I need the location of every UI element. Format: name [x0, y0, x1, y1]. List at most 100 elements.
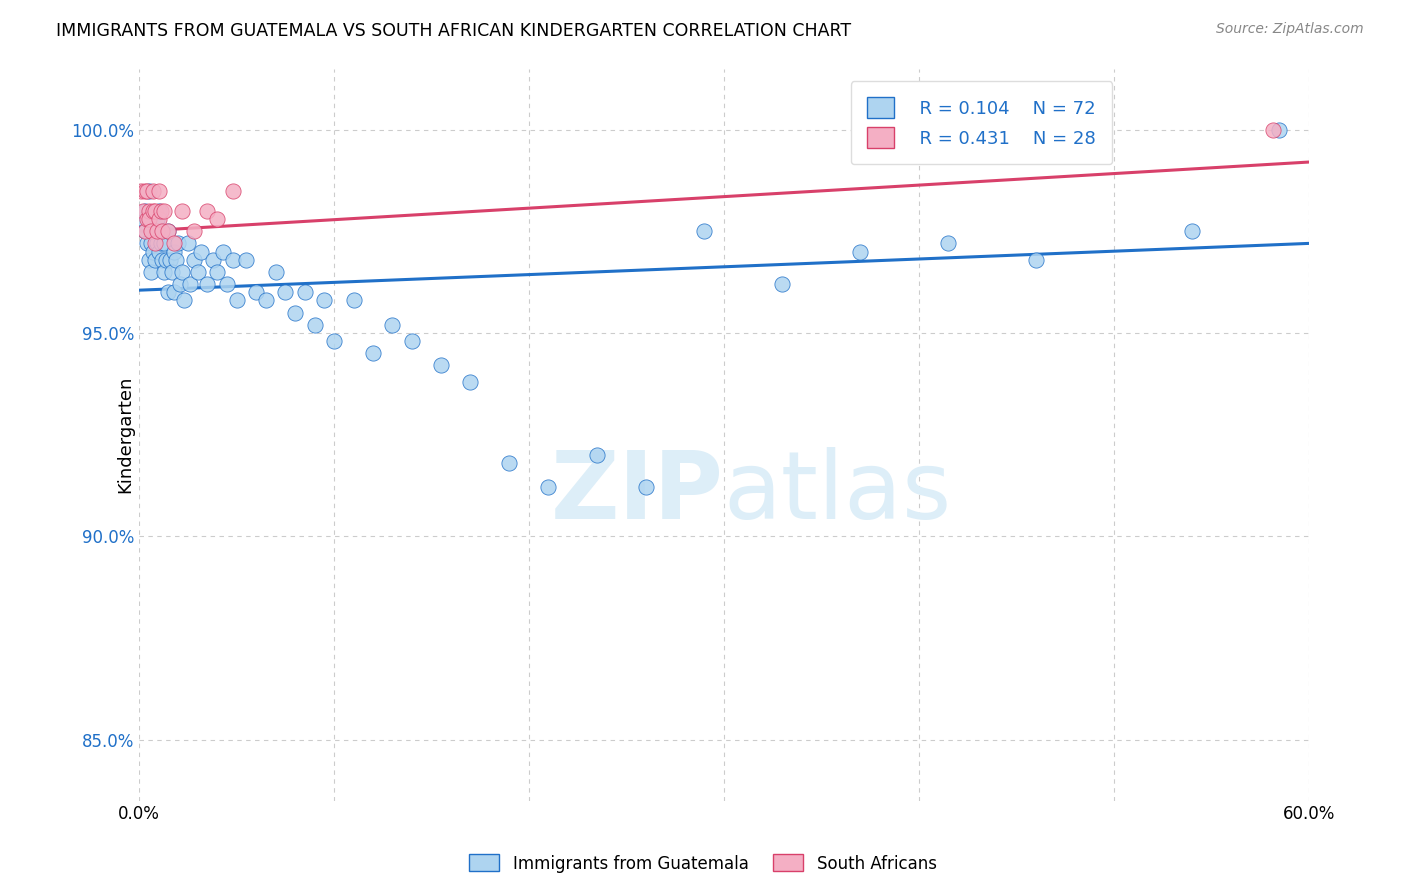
- Point: [183, 252, 205, 267]
- Point: [148, 244, 170, 259]
- Point: [537, 480, 560, 494]
- Point: [155, 252, 177, 267]
- Point: [138, 252, 160, 267]
- Point: [195, 203, 218, 218]
- Point: [361, 346, 384, 360]
- Point: [143, 224, 166, 238]
- Point: [889, 122, 911, 136]
- Point: [142, 244, 165, 259]
- Point: [142, 184, 165, 198]
- Point: [148, 212, 170, 227]
- Legend:   R = 0.104    N = 72,   R = 0.431    N = 28: R = 0.104 N = 72, R = 0.431 N = 28: [851, 81, 1112, 164]
- Point: [314, 293, 336, 308]
- Point: [135, 236, 157, 251]
- Point: [152, 252, 174, 267]
- Point: [264, 265, 287, 279]
- Point: [342, 293, 364, 308]
- Point: [132, 203, 155, 218]
- Point: [323, 334, 346, 348]
- Point: [134, 224, 156, 238]
- Point: [134, 203, 156, 218]
- Text: ZIP: ZIP: [551, 447, 724, 539]
- Point: [143, 203, 166, 218]
- Point: [152, 224, 174, 238]
- Point: [145, 212, 167, 227]
- Point: [173, 293, 195, 308]
- Point: [202, 252, 225, 267]
- Y-axis label: Kindergarten: Kindergarten: [117, 376, 134, 493]
- Point: [430, 359, 453, 373]
- Point: [152, 224, 174, 238]
- Point: [254, 293, 277, 308]
- Point: [157, 224, 180, 238]
- Point: [1263, 122, 1285, 136]
- Point: [153, 236, 176, 251]
- Point: [1268, 122, 1291, 136]
- Point: [159, 252, 181, 267]
- Point: [157, 285, 180, 300]
- Point: [1025, 252, 1047, 267]
- Point: [498, 456, 520, 470]
- Point: [157, 224, 180, 238]
- Point: [145, 224, 167, 238]
- Point: [215, 277, 238, 291]
- Point: [145, 236, 167, 251]
- Point: [129, 184, 152, 198]
- Point: [190, 244, 212, 259]
- Point: [849, 244, 872, 259]
- Point: [162, 265, 184, 279]
- Text: IMMIGRANTS FROM GUATEMALA VS SOUTH AFRICAN KINDERGARTEN CORRELATION CHART: IMMIGRANTS FROM GUATEMALA VS SOUTH AFRIC…: [56, 22, 852, 40]
- Point: [135, 212, 157, 227]
- Text: Source: ZipAtlas.com: Source: ZipAtlas.com: [1216, 22, 1364, 37]
- Point: [142, 203, 165, 218]
- Point: [134, 184, 156, 198]
- Point: [149, 203, 172, 218]
- Point: [634, 480, 657, 494]
- Point: [221, 252, 243, 267]
- Point: [163, 244, 186, 259]
- Point: [139, 224, 162, 238]
- Point: [195, 277, 218, 291]
- Point: [170, 265, 193, 279]
- Point: [294, 285, 316, 300]
- Point: [148, 203, 170, 218]
- Point: [205, 265, 228, 279]
- Point: [132, 212, 155, 227]
- Point: [139, 236, 162, 251]
- Point: [138, 212, 160, 227]
- Point: [460, 375, 482, 389]
- Point: [153, 203, 176, 218]
- Point: [138, 184, 160, 198]
- Point: [143, 236, 166, 251]
- Point: [586, 448, 609, 462]
- Point: [1181, 224, 1204, 238]
- Legend: Immigrants from Guatemala, South Africans: Immigrants from Guatemala, South African…: [463, 847, 943, 880]
- Point: [212, 244, 235, 259]
- Point: [284, 305, 307, 319]
- Point: [165, 252, 187, 267]
- Point: [381, 318, 404, 332]
- Point: [245, 285, 267, 300]
- Point: [770, 277, 793, 291]
- Point: [169, 277, 191, 291]
- Point: [170, 203, 193, 218]
- Point: [135, 184, 157, 198]
- Point: [139, 265, 162, 279]
- Point: [205, 212, 228, 227]
- Point: [304, 318, 326, 332]
- Point: [153, 265, 176, 279]
- Point: [401, 334, 423, 348]
- Point: [143, 252, 166, 267]
- Point: [179, 277, 201, 291]
- Point: [936, 236, 959, 251]
- Point: [183, 224, 205, 238]
- Point: [149, 236, 172, 251]
- Point: [693, 224, 716, 238]
- Text: atlas: atlas: [724, 447, 952, 539]
- Point: [225, 293, 247, 308]
- Point: [235, 252, 257, 267]
- Point: [167, 236, 190, 251]
- Point: [274, 285, 297, 300]
- Point: [177, 236, 200, 251]
- Point: [163, 236, 186, 251]
